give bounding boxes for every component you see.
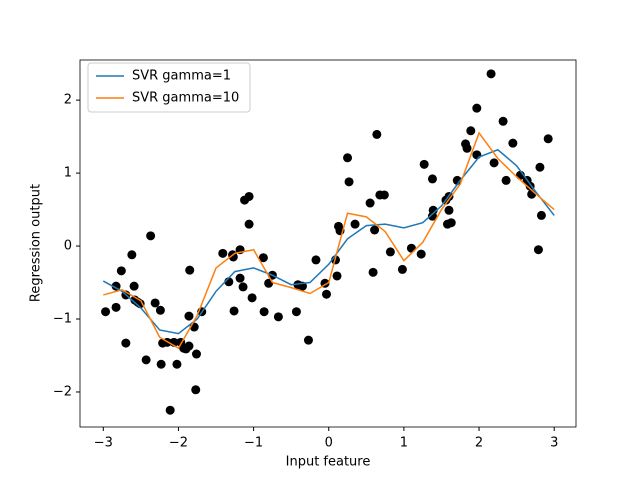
point xyxy=(406,243,416,253)
point xyxy=(379,190,389,200)
point xyxy=(101,307,111,317)
point xyxy=(344,177,354,187)
point xyxy=(165,405,175,415)
y-tick-label: 2 xyxy=(64,93,72,108)
point xyxy=(235,273,245,283)
point xyxy=(501,175,511,185)
point xyxy=(185,265,195,275)
point xyxy=(150,298,160,308)
point xyxy=(332,271,342,281)
point xyxy=(462,143,472,153)
point xyxy=(416,249,426,259)
point xyxy=(370,225,380,235)
x-tick-label: 2 xyxy=(475,436,483,451)
point xyxy=(146,231,156,241)
point xyxy=(533,245,543,255)
point xyxy=(129,281,139,291)
point xyxy=(303,335,313,345)
point xyxy=(121,338,131,348)
point xyxy=(321,289,331,299)
y-tick-label: −1 xyxy=(53,312,72,327)
point xyxy=(116,266,126,276)
point xyxy=(229,306,239,316)
y-tick-label: 0 xyxy=(64,239,72,254)
point xyxy=(343,153,353,163)
point xyxy=(472,150,482,160)
x-tick-label: 0 xyxy=(325,436,333,451)
point xyxy=(244,191,254,201)
point xyxy=(244,219,254,229)
point xyxy=(419,159,429,169)
point xyxy=(508,138,518,148)
point xyxy=(156,359,166,369)
y-tick-label: −2 xyxy=(53,384,72,399)
point xyxy=(111,302,121,312)
point xyxy=(218,248,228,258)
point xyxy=(259,307,269,317)
point xyxy=(155,305,165,315)
point xyxy=(238,282,248,292)
legend-box xyxy=(87,62,251,113)
x-tick-label: −3 xyxy=(94,436,113,451)
point xyxy=(247,293,257,303)
point xyxy=(172,359,182,369)
point xyxy=(385,247,395,257)
point xyxy=(466,126,476,136)
y-tick-label: 1 xyxy=(64,166,72,181)
point xyxy=(372,129,382,139)
plot-frame xyxy=(79,59,577,428)
point xyxy=(191,385,201,395)
point xyxy=(472,103,482,113)
point xyxy=(291,307,301,317)
point xyxy=(397,264,407,274)
x-axis-label: Input feature xyxy=(286,455,371,470)
point xyxy=(365,198,375,208)
point xyxy=(184,341,194,351)
x-tick-label: −2 xyxy=(169,436,188,451)
x-tick-label: 1 xyxy=(400,436,408,451)
point xyxy=(191,349,201,359)
point xyxy=(427,174,437,184)
x-tick-label: 3 xyxy=(550,436,558,451)
point xyxy=(536,210,546,220)
point xyxy=(228,252,238,262)
line xyxy=(102,148,555,335)
line xyxy=(103,131,555,350)
point xyxy=(498,116,508,126)
point xyxy=(427,211,437,221)
point xyxy=(350,219,360,229)
point xyxy=(273,312,283,322)
point xyxy=(258,253,268,263)
point xyxy=(535,162,545,172)
point xyxy=(489,158,499,168)
legend-label: SVR gamma=1 xyxy=(132,69,231,84)
y-axis-label: Regression output xyxy=(29,184,44,302)
point xyxy=(444,205,454,215)
point xyxy=(446,218,456,228)
point xyxy=(486,69,496,79)
point xyxy=(141,355,151,365)
legend-label: SVR gamma=10 xyxy=(132,91,239,106)
point xyxy=(368,267,378,277)
point xyxy=(127,250,137,260)
x-tick-label: −1 xyxy=(244,436,263,451)
point xyxy=(543,134,553,144)
point xyxy=(184,311,194,321)
point xyxy=(311,255,321,265)
